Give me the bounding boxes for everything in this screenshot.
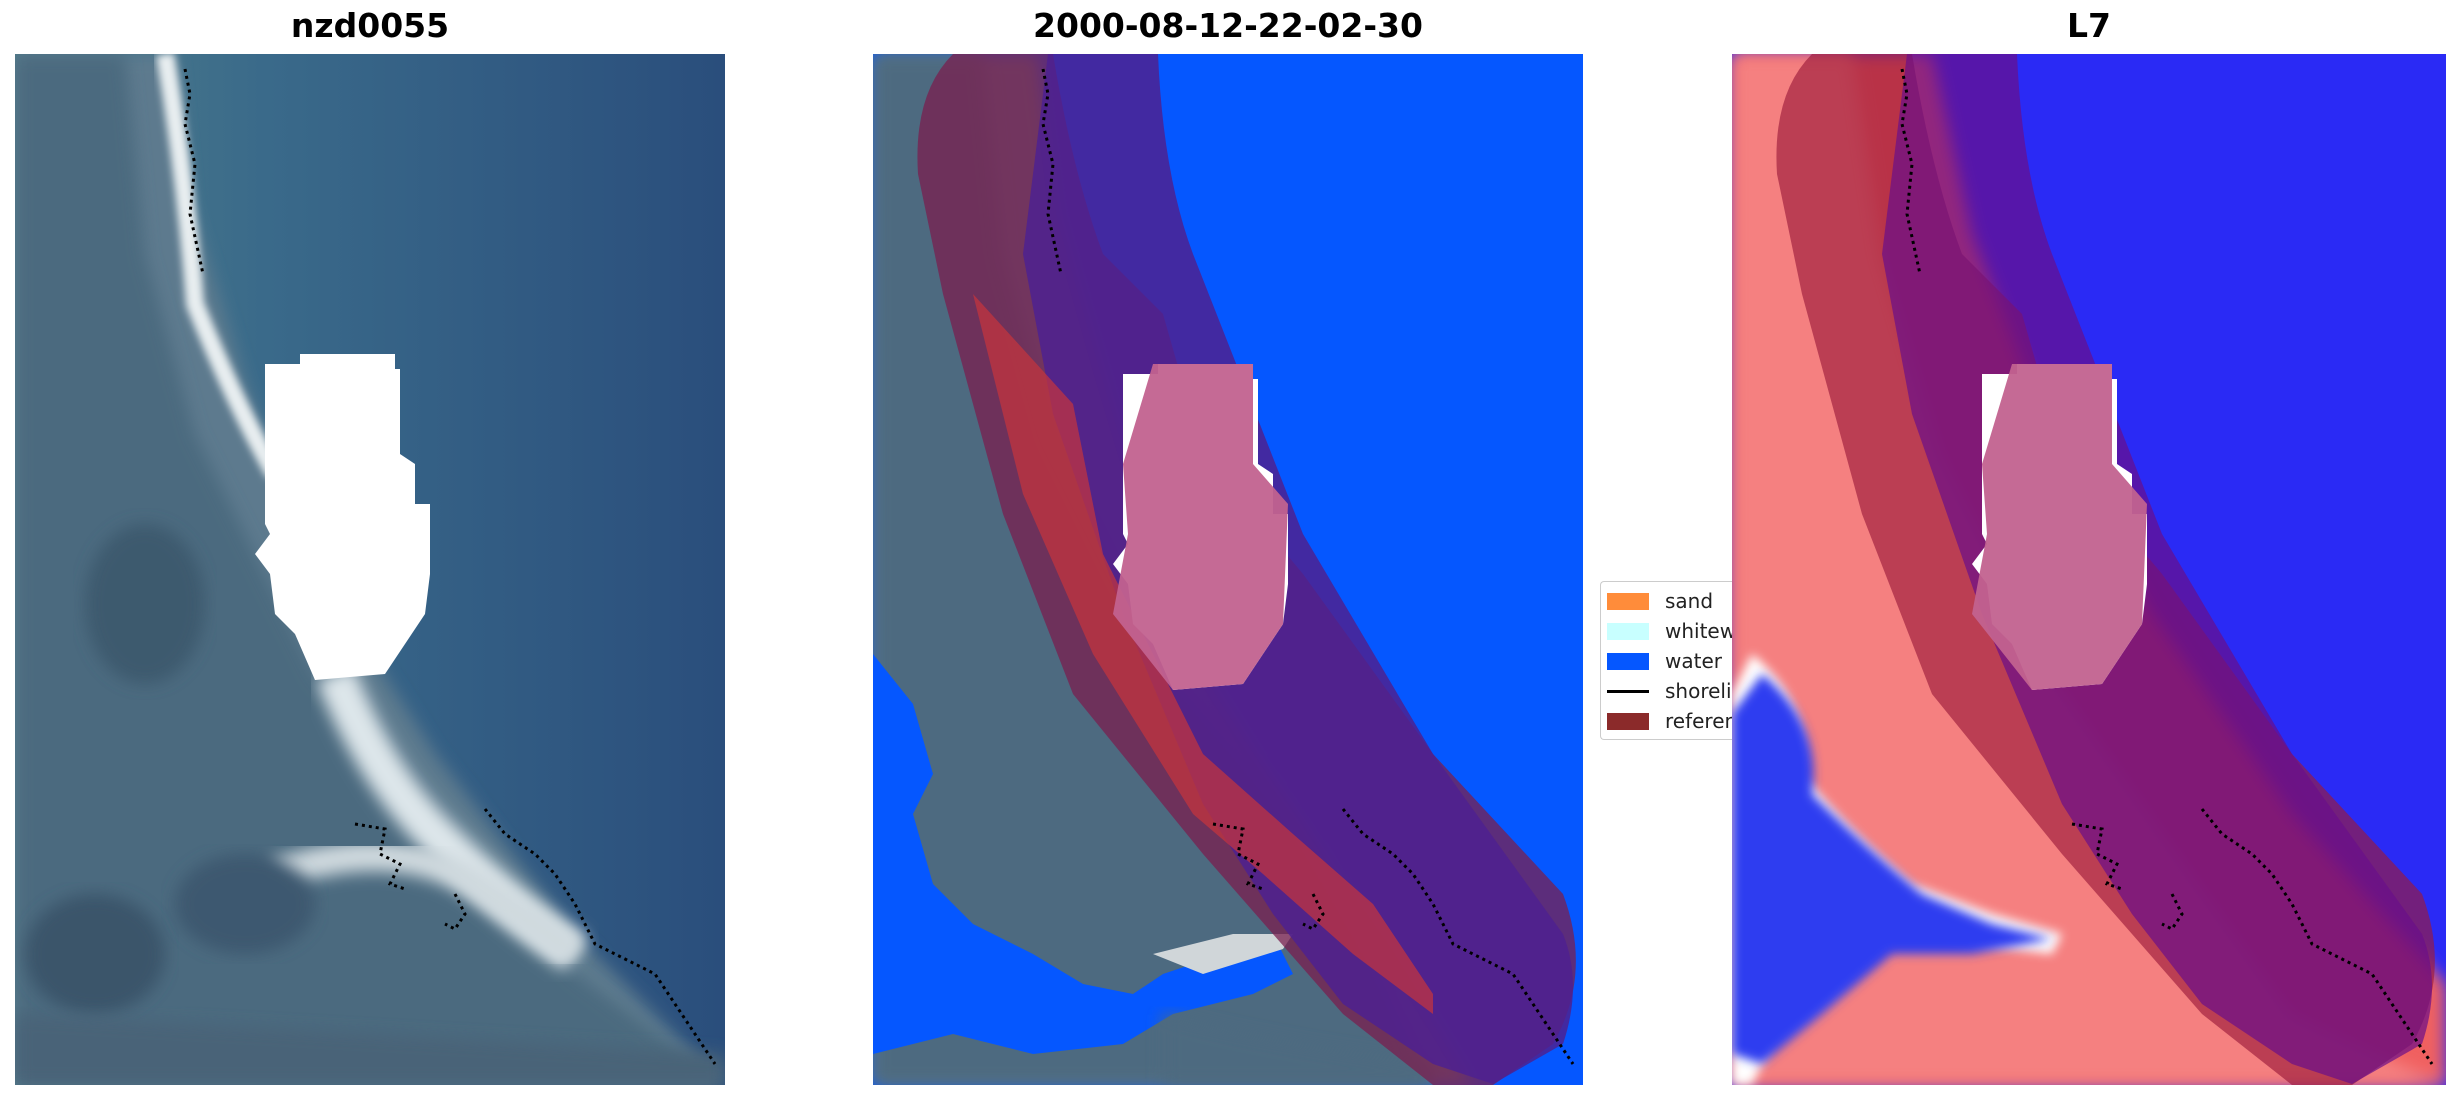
legend-item-shoreline: shoreline bbox=[1607, 679, 1732, 703]
whitewater-swatch bbox=[1607, 622, 1649, 640]
legend-label-sand: sand bbox=[1665, 589, 1714, 613]
water-swatch bbox=[1607, 652, 1649, 670]
index-map-panel bbox=[1732, 54, 2446, 1085]
panel-title-site: nzd0055 bbox=[290, 6, 450, 45]
panel-title-satellite: L7 bbox=[2067, 6, 2111, 45]
shoreline-swatch bbox=[1607, 689, 1649, 693]
reference-buffer-swatch bbox=[1607, 712, 1649, 730]
legend-item-sand: sand bbox=[1607, 589, 1714, 613]
legend-label-water: water bbox=[1665, 649, 1722, 673]
classification-image bbox=[873, 54, 1583, 1085]
legend-item-water: water bbox=[1607, 649, 1722, 673]
legend-item-reference-buffer: reference shoreline buffer bbox=[1607, 709, 1732, 733]
rgb-satellite-image bbox=[15, 54, 725, 1085]
legend-label-reference-buffer: reference shoreline buffer bbox=[1665, 709, 1732, 733]
legend-label-shoreline: shoreline bbox=[1665, 679, 1732, 703]
sand-swatch bbox=[1607, 592, 1649, 610]
panel-title-date: 2000-08-12-22-02-30 bbox=[1033, 6, 1423, 45]
index-map-image bbox=[1732, 54, 2446, 1085]
rgb-image-panel bbox=[15, 54, 725, 1085]
classification-panel bbox=[873, 54, 1583, 1085]
